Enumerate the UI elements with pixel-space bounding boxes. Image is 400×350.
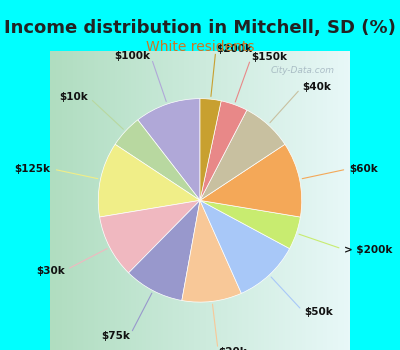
Text: $10k: $10k [59, 92, 88, 102]
Wedge shape [128, 200, 200, 301]
Wedge shape [115, 120, 200, 200]
Text: > $200k: > $200k [344, 245, 393, 255]
Text: $75k: $75k [101, 331, 130, 341]
Wedge shape [200, 200, 290, 293]
Wedge shape [182, 200, 241, 302]
Text: $150k: $150k [252, 52, 288, 62]
Text: $40k: $40k [302, 82, 331, 92]
Wedge shape [200, 144, 302, 217]
Wedge shape [138, 99, 200, 200]
Text: White residents: White residents [146, 40, 254, 54]
Wedge shape [100, 200, 200, 273]
Wedge shape [200, 110, 285, 200]
Text: $60k: $60k [349, 164, 378, 174]
Text: Income distribution in Mitchell, SD (%): Income distribution in Mitchell, SD (%) [4, 19, 396, 37]
Wedge shape [200, 99, 221, 200]
Text: $125k: $125k [15, 164, 51, 174]
Wedge shape [200, 101, 247, 200]
Text: $100k: $100k [115, 51, 151, 61]
Text: $50k: $50k [304, 307, 332, 317]
Text: City-Data.com: City-Data.com [271, 66, 335, 75]
Wedge shape [200, 200, 300, 248]
Text: $20k: $20k [218, 347, 247, 350]
Text: $30k: $30k [36, 266, 64, 276]
Wedge shape [98, 144, 200, 217]
Text: $200k: $200k [216, 44, 252, 54]
